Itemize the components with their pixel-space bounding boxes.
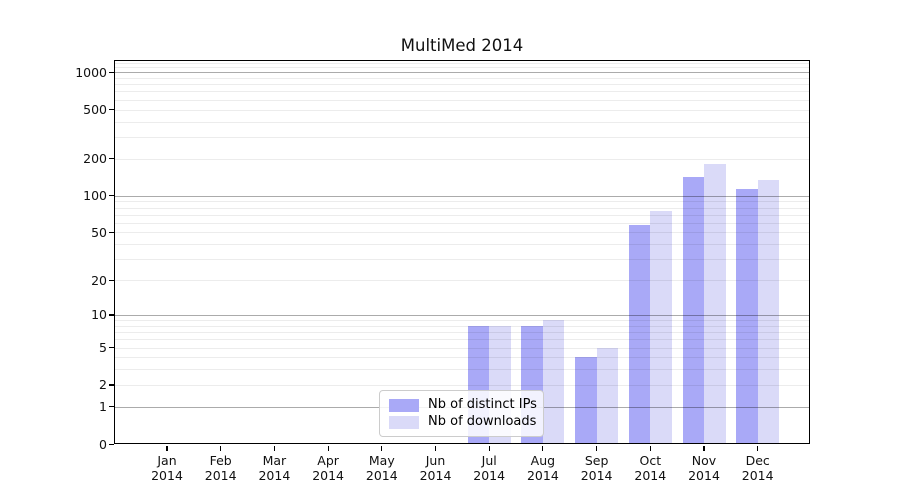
bar-downloads — [757, 179, 780, 444]
bar-distinct-ips — [575, 357, 597, 444]
grid-line-minor — [114, 244, 810, 246]
x-tick-label: Apr 2014 — [312, 453, 344, 483]
x-tick-mark — [434, 445, 437, 451]
y-tick-mark — [109, 279, 114, 281]
y-tick-label: 500 — [83, 102, 107, 118]
grid-line-minor — [114, 347, 810, 349]
grid-line-minor — [114, 369, 810, 371]
x-tick-mark — [649, 445, 651, 451]
grid-line-minor — [114, 325, 810, 327]
grid-line-minor — [114, 207, 810, 209]
x-tick-label: Mar 2014 — [258, 453, 291, 483]
y-tick-label: 20 — [91, 272, 107, 288]
grid-line-minor — [114, 214, 810, 216]
grid-line-minor — [114, 109, 810, 111]
plot-area — [114, 60, 810, 444]
y-tick-mark — [109, 406, 114, 408]
grid-line-minor — [114, 232, 810, 234]
y-tick-label: 1000 — [75, 64, 107, 80]
y-tick-label: 5 — [99, 340, 107, 356]
x-tick-label: May 2014 — [365, 453, 398, 483]
y-tick-label: 10 — [91, 307, 107, 323]
x-tick-mark — [220, 445, 222, 451]
y-tick-mark — [109, 443, 114, 445]
x-tick-label: Nov 2014 — [688, 453, 720, 483]
bar-distinct-ips — [736, 189, 758, 444]
legend-item-distinct-ips: Nb of distinct IPs — [389, 397, 537, 413]
x-tick-mark — [703, 445, 705, 451]
grid-line-minor — [114, 99, 810, 101]
x-tick-label: Sep 2014 — [580, 453, 613, 483]
x-tick-label: Dec 2014 — [741, 453, 774, 483]
y-tick-mark — [109, 109, 114, 111]
grid-line-major — [114, 72, 810, 74]
legend-label-distinct-ips: Nb of distinct IPs — [428, 397, 537, 412]
legend-swatch-downloads — [389, 415, 419, 429]
x-tick-label: Jan 2014 — [151, 453, 183, 483]
x-tick-mark — [542, 445, 544, 451]
y-tick-mark — [109, 158, 114, 160]
grid-line-minor — [114, 84, 810, 86]
x-tick-mark — [327, 445, 329, 451]
y-tick-label: 1 — [99, 399, 107, 415]
grid-line-minor — [114, 357, 810, 359]
x-tick-mark — [381, 445, 383, 451]
y-tick-label: 100 — [83, 188, 107, 204]
grid-line-major — [114, 195, 810, 197]
x-tick-mark — [757, 445, 759, 451]
bar-downloads — [542, 320, 565, 444]
legend: Nb of distinct IPs Nb of downloads — [379, 390, 544, 437]
y-tick-mark — [109, 71, 114, 73]
grid-line-major — [114, 314, 810, 316]
x-tick-mark — [488, 445, 490, 451]
x-tick-label: Jun 2014 — [419, 453, 452, 483]
legend-item-downloads: Nb of downloads — [389, 414, 537, 430]
y-tick-label: 2 — [99, 377, 107, 393]
bar-downloads — [596, 347, 619, 444]
grid-line-minor — [114, 62, 810, 64]
y-tick-mark — [109, 347, 114, 349]
y-tick-mark — [109, 314, 114, 316]
y-tick-mark — [109, 231, 114, 234]
y-tick-label: 200 — [83, 151, 107, 167]
bar-distinct-ips — [682, 176, 704, 444]
x-tick-mark — [596, 445, 598, 451]
grid-line-minor — [114, 280, 810, 282]
grid-line-minor — [114, 201, 810, 203]
grid-line-minor — [114, 77, 810, 79]
x-tick-label: Feb 2014 — [204, 453, 237, 483]
legend-swatch-distinct-ips — [389, 398, 419, 412]
grid-line-minor — [114, 67, 810, 69]
grid-line-minor — [114, 91, 810, 93]
bar-downloads — [650, 211, 672, 444]
grid-line-minor — [114, 222, 810, 224]
bar-distinct-ips — [628, 224, 651, 444]
grid-line-minor — [114, 158, 810, 160]
x-tick-mark — [273, 445, 275, 451]
x-tick-mark — [166, 445, 168, 451]
grid-line-minor — [114, 320, 810, 322]
grid-line-minor — [114, 136, 810, 138]
grid-line-minor — [114, 259, 810, 261]
y-tick-mark — [109, 195, 114, 197]
y-tick-label: 0 — [99, 436, 107, 452]
grid-line-minor — [114, 339, 810, 341]
grid-line-minor — [114, 332, 810, 334]
grid-line-minor — [114, 384, 810, 386]
bar-downloads — [704, 164, 726, 444]
legend-label-downloads: Nb of downloads — [428, 414, 537, 429]
chart-title: MultiMed 2014 — [400, 36, 524, 55]
x-tick-label: Oct 2014 — [634, 453, 667, 483]
y-tick-label: 50 — [91, 224, 107, 240]
x-tick-label: Aug 2014 — [526, 453, 559, 483]
x-tick-label: Jul 2014 — [473, 453, 506, 483]
y-tick-mark — [109, 384, 114, 386]
grid-line-minor — [114, 121, 810, 123]
